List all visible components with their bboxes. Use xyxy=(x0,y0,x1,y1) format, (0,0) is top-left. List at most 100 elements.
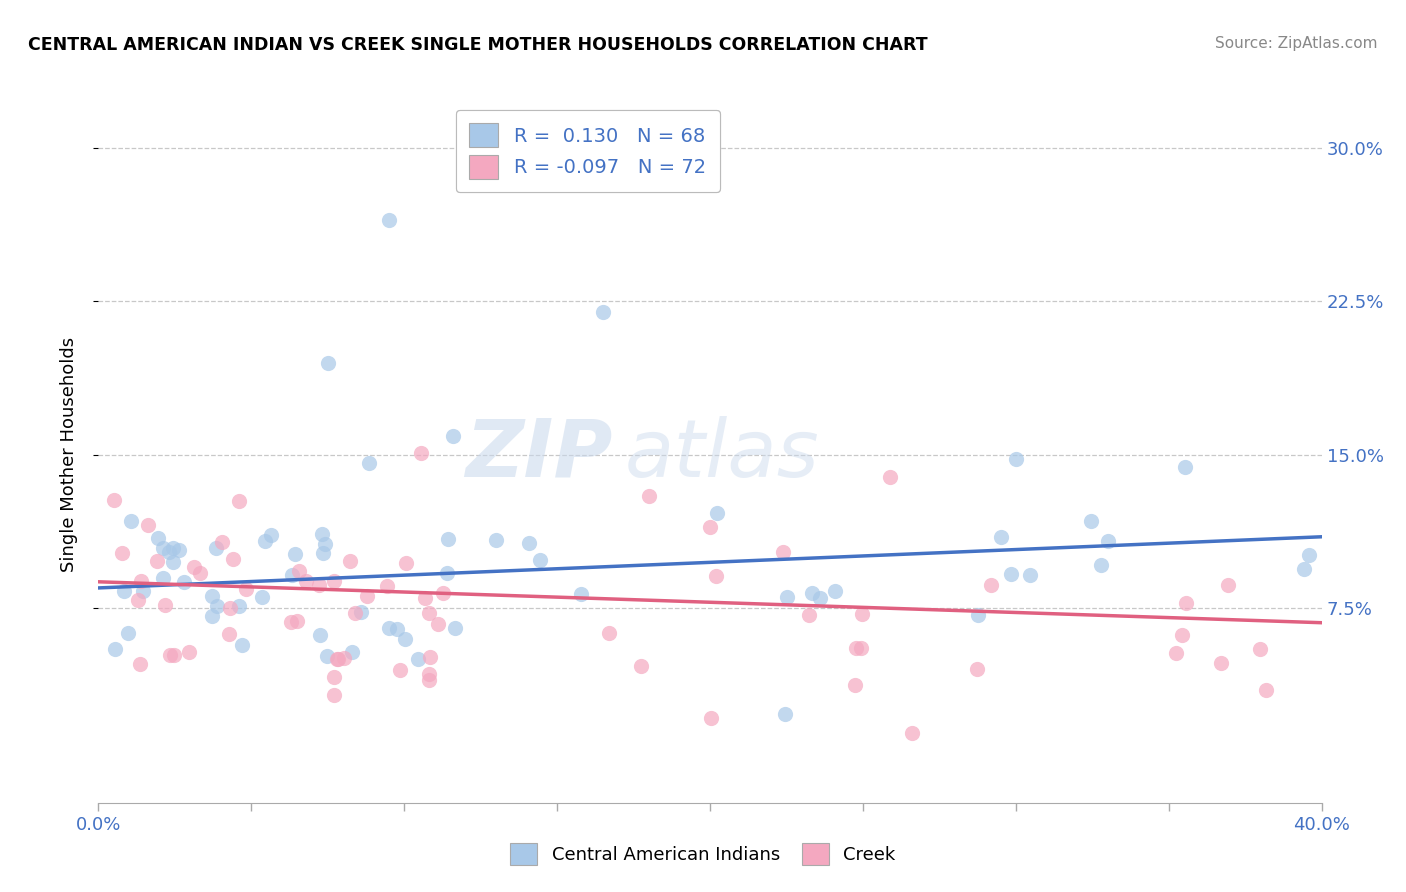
Point xyxy=(418,666,440,681)
Point xyxy=(1097,533,1119,548)
Point xyxy=(800,585,823,599)
Point xyxy=(218,627,240,641)
Point xyxy=(637,489,661,503)
Point xyxy=(322,574,344,589)
Point xyxy=(343,606,366,620)
Point xyxy=(211,535,233,549)
Point xyxy=(418,673,440,687)
Point xyxy=(254,534,277,549)
Point xyxy=(173,574,195,589)
Point xyxy=(569,586,592,600)
Point xyxy=(332,650,354,665)
Point xyxy=(183,560,205,574)
Point xyxy=(967,608,990,623)
Point xyxy=(359,456,381,470)
Text: ZIP: ZIP xyxy=(465,416,612,494)
Point xyxy=(1249,642,1271,657)
Point xyxy=(772,545,794,559)
Point xyxy=(797,607,820,622)
Point xyxy=(432,585,454,599)
Point xyxy=(413,591,436,606)
Point xyxy=(280,567,302,582)
Point xyxy=(851,641,873,656)
Point xyxy=(167,543,190,558)
Point xyxy=(1171,628,1194,642)
Point xyxy=(295,574,318,588)
Point xyxy=(356,589,378,603)
Point xyxy=(1294,562,1316,576)
Point xyxy=(706,506,728,520)
Point xyxy=(377,621,399,635)
Point xyxy=(308,627,330,641)
Point xyxy=(1164,646,1187,660)
Point xyxy=(419,649,441,664)
Legend: R =  0.130   N = 68, R = -0.097   N = 72: R = 0.130 N = 68, R = -0.097 N = 72 xyxy=(456,110,720,193)
Point xyxy=(529,553,551,567)
Point xyxy=(388,663,411,677)
Point xyxy=(394,632,416,646)
Point xyxy=(311,546,333,560)
Point xyxy=(231,638,253,652)
Point xyxy=(879,469,901,483)
Point xyxy=(851,607,873,621)
Point xyxy=(1216,577,1239,591)
Point xyxy=(228,494,250,508)
Point xyxy=(284,547,307,561)
Y-axis label: Single Mother Households: Single Mother Households xyxy=(59,337,77,573)
Point xyxy=(704,569,727,583)
Point xyxy=(120,514,142,528)
Point xyxy=(845,640,868,655)
Point xyxy=(131,583,153,598)
Point xyxy=(350,605,373,619)
Point xyxy=(436,532,458,546)
Point xyxy=(201,589,224,603)
Point xyxy=(308,578,330,592)
Point xyxy=(235,582,257,596)
Point xyxy=(485,533,508,547)
Point xyxy=(146,554,169,568)
Point xyxy=(385,623,408,637)
Point xyxy=(592,304,614,318)
Point xyxy=(700,711,723,725)
Point xyxy=(441,429,464,443)
Point xyxy=(1298,548,1320,562)
Point xyxy=(378,212,401,227)
Point xyxy=(339,554,361,568)
Point xyxy=(1090,558,1112,572)
Point xyxy=(314,537,336,551)
Point xyxy=(773,706,796,721)
Point xyxy=(103,492,125,507)
Point xyxy=(1254,683,1277,698)
Point xyxy=(1018,568,1040,582)
Point xyxy=(112,584,135,599)
Point xyxy=(699,519,721,533)
Point xyxy=(342,645,364,659)
Point xyxy=(152,571,174,585)
Point xyxy=(824,583,846,598)
Point xyxy=(201,609,224,624)
Point xyxy=(326,652,349,666)
Point xyxy=(260,528,283,542)
Point xyxy=(406,652,429,666)
Point xyxy=(104,641,127,656)
Point xyxy=(288,564,311,578)
Point xyxy=(188,566,211,580)
Text: Source: ZipAtlas.com: Source: ZipAtlas.com xyxy=(1215,36,1378,51)
Point xyxy=(1000,567,1022,582)
Point xyxy=(775,590,797,604)
Point xyxy=(966,662,988,676)
Point xyxy=(136,518,159,533)
Point xyxy=(598,626,620,640)
Point xyxy=(205,599,228,613)
Point xyxy=(1004,452,1026,467)
Point xyxy=(323,670,346,684)
Point xyxy=(221,552,243,566)
Point xyxy=(152,541,174,556)
Text: CENTRAL AMERICAN INDIAN VS CREEK SINGLE MOTHER HOUSEHOLDS CORRELATION CHART: CENTRAL AMERICAN INDIAN VS CREEK SINGLE … xyxy=(28,36,928,54)
Legend: Central American Indians, Creek: Central American Indians, Creek xyxy=(502,834,904,874)
Point xyxy=(117,626,139,640)
Point xyxy=(1211,656,1233,670)
Point xyxy=(323,688,346,702)
Point xyxy=(311,527,333,541)
Point xyxy=(427,616,450,631)
